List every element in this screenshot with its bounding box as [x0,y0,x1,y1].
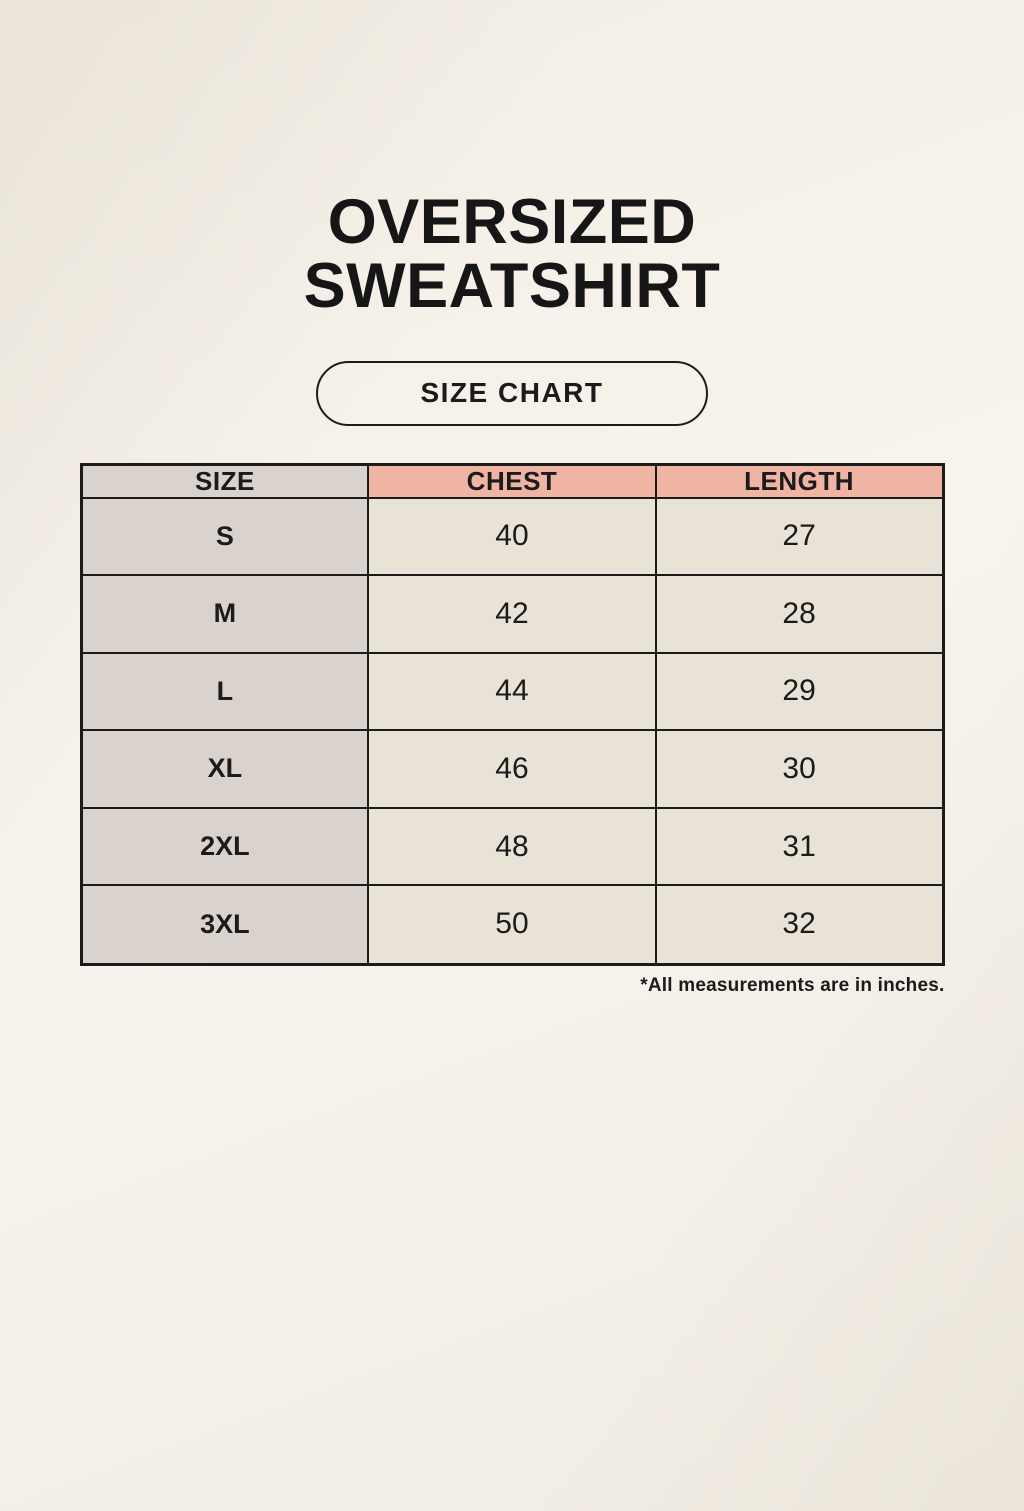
chest-cell: 40 [367,496,657,577]
length-cell: 29 [654,651,945,732]
chest-cell: 42 [367,574,657,654]
size-chart-table-container: SIZE CHEST LENGTH S 40 27 M 42 28 L 44 2… [79,462,945,966]
length-cell: 30 [654,729,945,809]
size-chart-button[interactable]: SIZE CHART [316,360,708,426]
table-row-3xl: 3XL 50 32 [79,884,945,965]
page-title-line-2: SWEATSHIRT [303,251,721,322]
size-chart-button-label: SIZE CHART [420,377,604,408]
chest-cell: 50 [367,884,657,965]
table-header-row: SIZE CHEST LENGTH [79,463,945,499]
table-row-l: L 44 29 [79,651,945,732]
size-cell: S [79,496,370,577]
measurements-footnote: *All measurements are in inches. [640,974,945,996]
size-cell: 2XL [79,806,370,887]
chest-cell: 48 [367,806,657,887]
column-header-length: LENGTH [654,463,945,499]
size-cell: M [79,574,370,654]
table-row-m: M 42 28 [79,574,945,654]
column-header-chest: CHEST [367,463,657,499]
chest-cell: 44 [367,651,657,732]
size-cell: L [79,651,370,732]
length-cell: 27 [654,496,945,577]
length-cell: 32 [654,884,945,965]
length-cell: 28 [654,574,945,654]
table-row-xl: XL 46 30 [79,729,945,809]
page-title-line-1: OVERSIZED [327,187,697,257]
size-cell: 3XL [79,884,370,965]
table-row-s: S 40 27 [79,496,945,577]
chest-cell: 46 [367,729,657,809]
length-cell: 31 [654,806,945,887]
page-background: { "title": { "line1": "OVERSIZED", "line… [0,190,1024,1511]
size-cell: XL [79,729,370,809]
table-row-2xl: 2XL 48 31 [79,806,945,887]
page-title: OVERSIZED SWEATSHIRT [0,190,1024,319]
column-header-size: SIZE [79,463,370,499]
size-chart-table: SIZE CHEST LENGTH S 40 27 M 42 28 L 44 2… [79,462,945,966]
